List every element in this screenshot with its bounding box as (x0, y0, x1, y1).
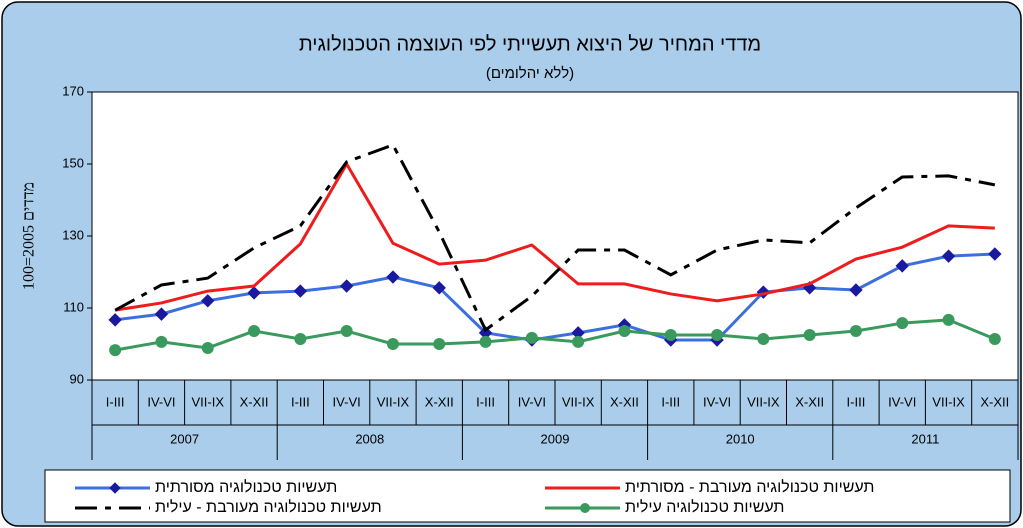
marker (294, 332, 307, 345)
chart-title: מדדי המחיר של היצוא תעשייתי לפי העוצמה ה… (299, 33, 761, 55)
marker (849, 325, 862, 338)
marker (201, 294, 215, 308)
series-line (114, 161, 995, 312)
x-tick-label: X-XII (610, 394, 639, 409)
y-tick-label: 150 (62, 155, 84, 170)
legend-label: תעשיות טכנולוגיה עילית (625, 498, 784, 516)
marker (108, 313, 122, 327)
x-tick-label: I-III (106, 394, 125, 409)
legend-marker (580, 503, 590, 513)
marker (201, 341, 214, 354)
marker (664, 329, 677, 341)
y-tick-label: 90 (70, 371, 84, 386)
marker (618, 325, 631, 338)
x-tick-label: IV-VI (703, 394, 731, 409)
y-tick-label: 130 (62, 227, 84, 242)
marker (339, 279, 354, 293)
x-tick-label: VII-IX (377, 394, 410, 409)
x-tick-label: IV-VI (333, 394, 361, 409)
marker (154, 307, 169, 321)
x-tick-label: IV-VI (147, 394, 175, 409)
marker (247, 286, 261, 300)
x-group-label: 2008 (355, 431, 384, 446)
marker (432, 281, 446, 295)
y-tick-label: 170 (62, 83, 84, 98)
marker (340, 325, 353, 338)
marker (433, 338, 446, 350)
marker (896, 317, 909, 330)
x-tick-label: VII-IX (562, 394, 595, 409)
x-tick-label: X-XII (980, 394, 1009, 409)
x-group-label: 2010 (726, 431, 755, 446)
marker (803, 329, 816, 341)
marker (479, 335, 492, 348)
marker (941, 249, 956, 263)
legend-marker (109, 482, 121, 494)
x-tick-label: I-III (476, 394, 495, 409)
x-group-label: 2007 (170, 431, 199, 446)
x-tick-label: VII-IX (191, 394, 224, 409)
marker (109, 344, 122, 357)
x-tick-label: I-III (847, 394, 866, 409)
marker (572, 335, 585, 348)
x-tick-label: I-III (291, 394, 310, 409)
x-tick-label: X-XII (240, 394, 269, 409)
x-tick-label: IV-VI (888, 394, 916, 409)
y-tick-label: 110 (63, 299, 84, 314)
legend-label: תעשיות טכנולוגיה מסורתית (155, 478, 337, 496)
x-tick-label: VII-IX (932, 394, 965, 409)
x-group-label: 2011 (911, 431, 939, 446)
series-line (114, 318, 996, 352)
x-tick-label: I-III (661, 394, 680, 409)
plot-area (91, 91, 1019, 381)
y-axis-label: מדדים 2005=100 (21, 182, 38, 290)
marker (386, 270, 400, 284)
legend-label: תעשיות טכנולוגיה מעורבת - עילית (155, 498, 382, 516)
chart-subtitle: (ללא יהלומים) (486, 65, 574, 82)
series-line (114, 252, 995, 342)
x-group-label: 2009 (541, 431, 570, 446)
legend-label: תעשיות טכנולוגיה מעורבת - מסורתית (625, 478, 874, 496)
marker (386, 338, 399, 350)
x-tick-label: X-XII (795, 394, 824, 409)
x-tick-label: IV-VI (518, 394, 546, 409)
x-tick-label: VII-IX (747, 394, 780, 409)
marker (155, 335, 168, 348)
marker (757, 332, 770, 345)
marker (293, 284, 308, 298)
marker (525, 331, 538, 344)
marker (711, 329, 724, 341)
legend (44, 469, 1011, 523)
marker (895, 259, 909, 273)
x-tick-label: X-XII (425, 394, 454, 409)
marker (849, 283, 863, 297)
marker (942, 313, 955, 326)
marker (248, 325, 261, 338)
marker (988, 247, 1002, 261)
marker (988, 332, 1001, 345)
series-line (114, 143, 996, 333)
